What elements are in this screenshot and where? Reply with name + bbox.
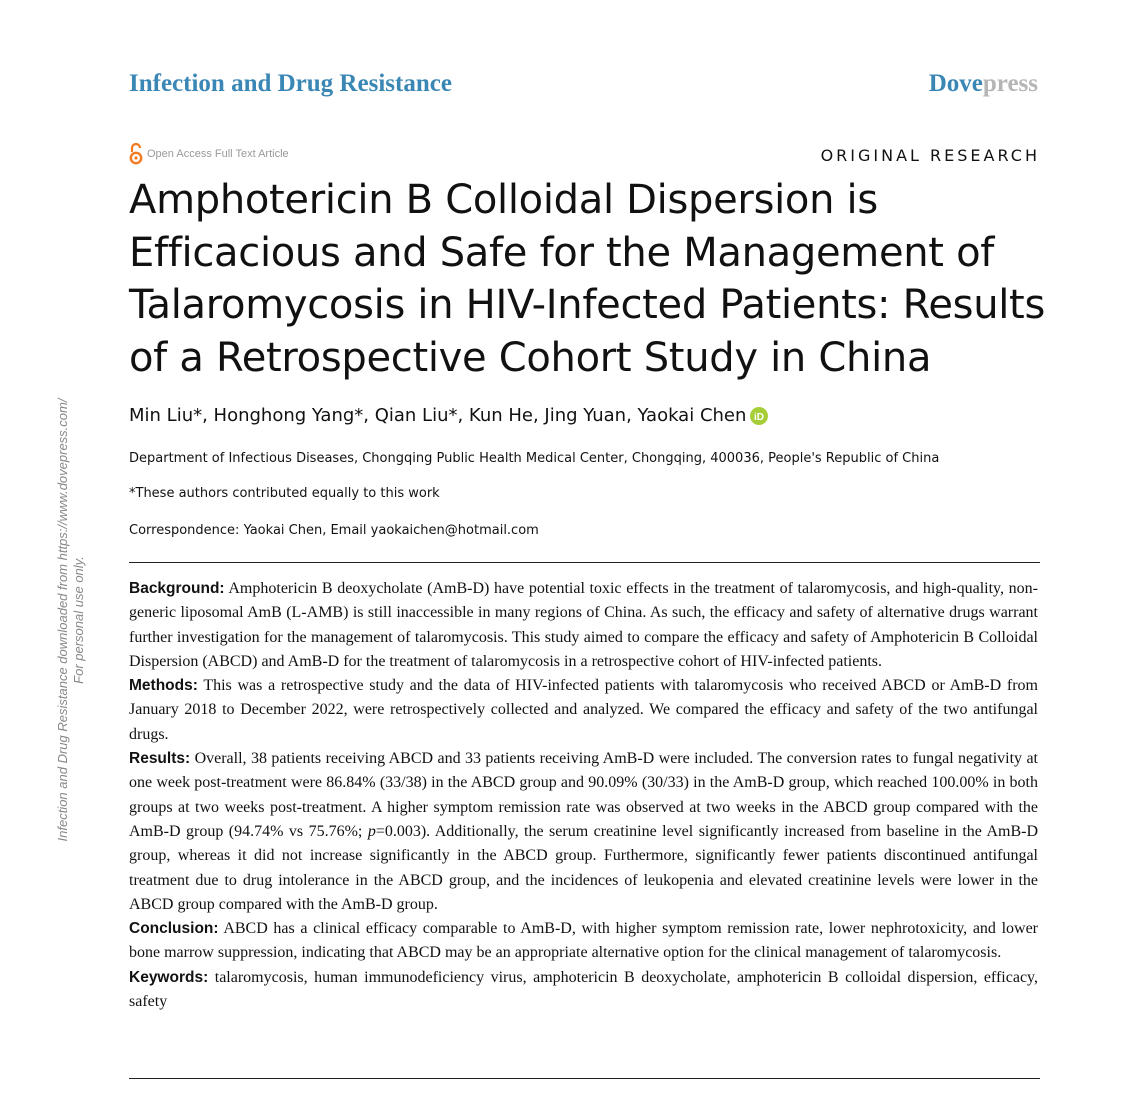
abstract-keywords: Keywords: talaromycosis, human immunodef… — [129, 968, 1038, 1011]
abstract-results: Results: Overall, 38 patients receiving … — [129, 750, 1039, 913]
abstract-methods: Methods: This was a retrospective study … — [129, 677, 1038, 743]
abstract: Background: Amphotericin B deoxycholate … — [129, 577, 1038, 1014]
open-access-icon — [129, 143, 143, 165]
equal-contribution-note: *These authors contributed equally to th… — [129, 486, 440, 501]
affiliation: Department of Infectious Diseases, Chong… — [129, 451, 940, 466]
publisher-logo: Dovepress — [928, 70, 1038, 97]
dovepress-link[interactable]: Infection and Drug Resistance downloaded… — [55, 398, 70, 842]
divider-top — [129, 562, 1040, 563]
download-watermark: Infection and Drug Resistance downloaded… — [55, 380, 87, 860]
author-list: Min Liu*, Honghong Yang*, Qian Liu*, Kun… — [129, 405, 769, 426]
divider-bottom — [129, 1078, 1040, 1079]
orcid-icon[interactable]: iD — [750, 406, 769, 425]
article-type: ORIGINAL RESEARCH — [820, 146, 1040, 165]
open-access-label: Open Access Full Text Article — [129, 143, 289, 165]
svg-text:iD: iD — [754, 412, 764, 423]
abstract-conclusion: Conclusion: ABCD has a clinical efficacy… — [129, 920, 1038, 962]
article-title: Amphotericin B Colloidal Dispersion is E… — [129, 177, 1045, 381]
abstract-background: Background: Amphotericin B deoxycholate … — [129, 580, 1038, 670]
journal-name: Infection and Drug Resistance — [129, 70, 452, 97]
correspondence: Correspondence: Yaokai Chen, Email yaoka… — [129, 523, 539, 538]
